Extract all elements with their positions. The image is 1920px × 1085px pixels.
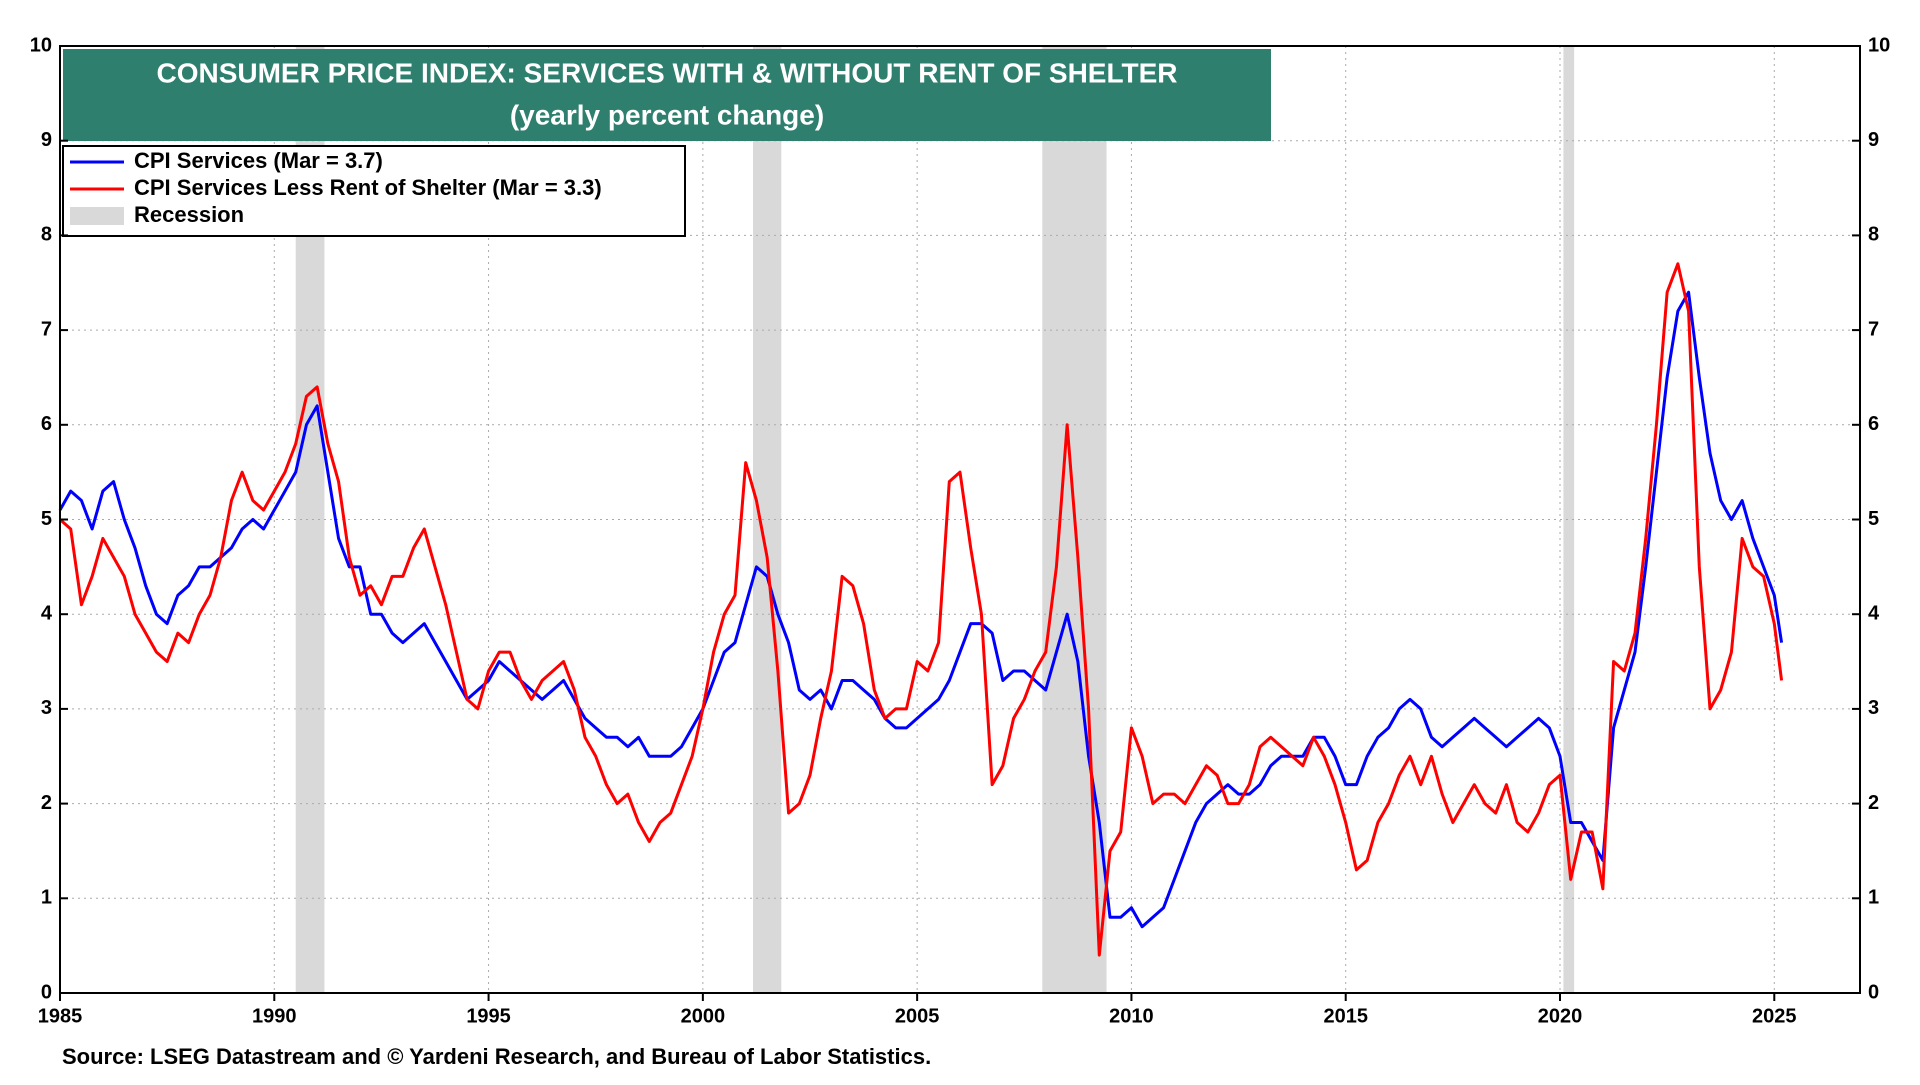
legend-label: Recession (134, 202, 244, 227)
y-tick-label: 8 (41, 224, 52, 246)
x-tick-label: 1990 (252, 1005, 297, 1027)
y-tick-label: 4 (41, 602, 53, 624)
y2-tick-label: 6 (1868, 413, 1879, 435)
y-tick-label: 1 (41, 887, 52, 909)
line-layer (58, 262, 1784, 957)
legend: CPI Services (Mar = 3.7)CPI Services Les… (62, 145, 686, 237)
y-tick-label: 0 (41, 981, 52, 1003)
chart-title: CONSUMER PRICE INDEX: SERVICES WITH & WI… (156, 57, 1177, 88)
y-tick-label: 9 (41, 129, 52, 151)
x-tick-label: 1985 (38, 1005, 83, 1027)
y2-tick-label: 9 (1868, 129, 1879, 151)
y2-tick-label: 8 (1868, 224, 1879, 246)
x-tick-label: 2015 (1323, 1005, 1368, 1027)
y-tick-label: 7 (41, 318, 52, 340)
source-note: Source: LSEG Datastream and © Yardeni Re… (62, 1044, 931, 1069)
legend-label: CPI Services (Mar = 3.7) (134, 148, 383, 173)
y-tick-label: 3 (41, 697, 52, 719)
chart-subtitle: (yearly percent change) (510, 99, 824, 130)
x-tick-label: 2000 (681, 1005, 726, 1027)
y2-tick-label: 10 (1868, 34, 1890, 56)
y-tick-label: 5 (41, 508, 52, 530)
legend-box (62, 145, 686, 237)
legend-label: CPI Services Less Rent of Shelter (Mar =… (134, 175, 602, 200)
x-tick-label: 2025 (1752, 1005, 1797, 1027)
y2-tick-label: 1 (1868, 887, 1879, 909)
y2-tick-label: 2 (1868, 792, 1879, 814)
x-tick-label: 2020 (1538, 1005, 1583, 1027)
series-line (58, 290, 1784, 929)
title-box (63, 49, 1271, 141)
y2-tick-label: 4 (1868, 602, 1880, 624)
x-tick-label: 2010 (1109, 1005, 1154, 1027)
x-tick-label: 2005 (895, 1005, 940, 1027)
y-tick-label: 6 (41, 413, 52, 435)
y2-tick-label: 7 (1868, 318, 1879, 340)
x-tick-label: 1995 (466, 1005, 511, 1027)
legend-swatch (70, 207, 124, 225)
y-tick-label: 10 (30, 34, 52, 56)
y2-tick-label: 5 (1868, 508, 1879, 530)
y2-tick-label: 3 (1868, 697, 1879, 719)
y2-tick-label: 0 (1868, 981, 1879, 1003)
series-line (59, 262, 1784, 957)
recession-band (1563, 46, 1575, 993)
y-tick-label: 2 (41, 792, 52, 814)
